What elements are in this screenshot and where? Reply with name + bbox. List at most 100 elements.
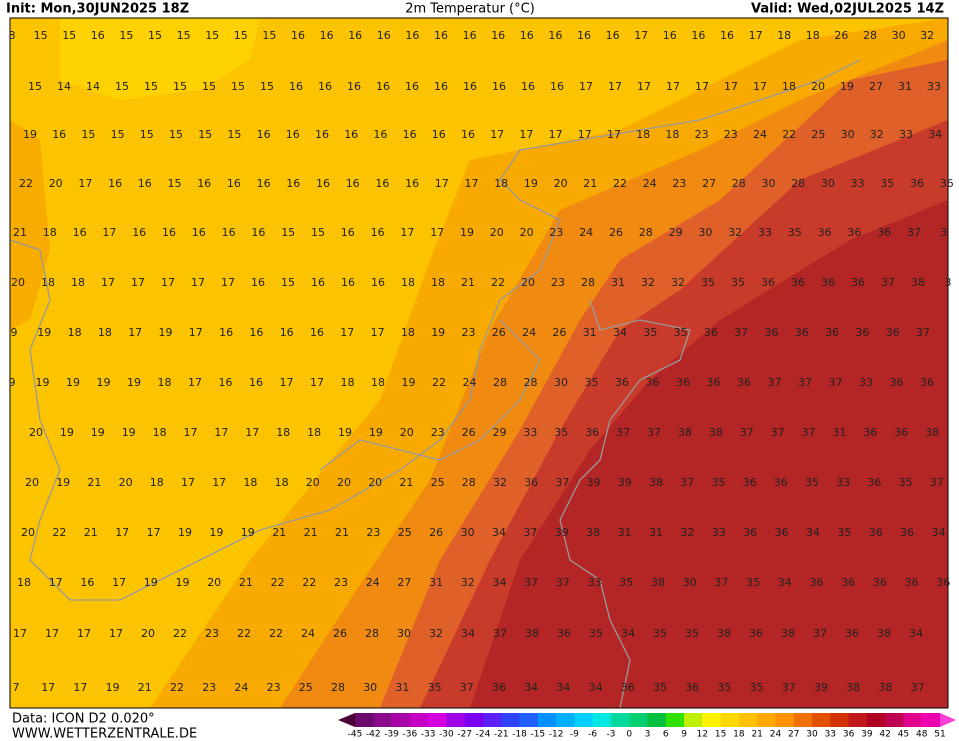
- temperature-value: 33: [927, 80, 941, 93]
- temperature-value: 33: [851, 177, 865, 190]
- temperature-value: 16: [289, 80, 303, 93]
- temperature-value: 16: [341, 226, 355, 239]
- temperature-value: 16: [91, 29, 105, 42]
- temperature-value: 16: [291, 29, 305, 42]
- temperature-value: 16: [257, 128, 271, 141]
- temperature-value: 36: [765, 326, 779, 339]
- temperature-value: 21: [13, 226, 27, 239]
- temperature-value: 36: [646, 376, 660, 389]
- temperature-value: 36: [685, 681, 699, 694]
- temperature-value: 32: [493, 476, 507, 489]
- temperature-value: 23: [672, 177, 686, 190]
- borders: [9, 59, 861, 709]
- colorbar-tick-label: 45: [898, 730, 909, 740]
- temperature-value: 16: [492, 80, 506, 93]
- temperature-value: 37: [829, 376, 843, 389]
- temperature-value: 8: [9, 29, 16, 42]
- temperature-value: 30: [841, 128, 855, 141]
- temperature-value: 36: [795, 326, 809, 339]
- temperature-value: 16: [227, 177, 241, 190]
- temperature-value: 24: [753, 128, 767, 141]
- temperature-value: 19: [144, 576, 158, 589]
- temperature-value: 38: [525, 627, 539, 640]
- temperature-value: 23: [202, 681, 216, 694]
- colorbar-box: [446, 713, 466, 727]
- temperature-value: 34: [928, 128, 942, 141]
- temperature-value: 18: [276, 426, 290, 439]
- temperature-value: 16: [251, 226, 265, 239]
- temperature-value: 22: [173, 627, 187, 640]
- temperature-value: 16: [132, 226, 146, 239]
- temperature-value: 36: [775, 526, 789, 539]
- colorbar-box: [848, 713, 868, 727]
- colorbar-box: [793, 713, 813, 727]
- temperature-value: 17: [147, 526, 161, 539]
- temperature-value: 17: [371, 326, 385, 339]
- colorbar-box: [885, 713, 904, 727]
- temperature-value: 16: [434, 29, 448, 42]
- coastline: [9, 59, 861, 601]
- colorbar-tick-label: -12: [549, 730, 564, 740]
- temperature-value: 16: [434, 80, 448, 93]
- colorbar-tick-label: -18: [512, 730, 527, 740]
- data-source: Data: ICON D2 0.020°: [12, 712, 155, 727]
- temperature-value: 21: [335, 526, 349, 539]
- temperature-value: 15: [202, 80, 216, 93]
- temperature-value: 17: [340, 326, 354, 339]
- temperature-value: 37: [460, 681, 474, 694]
- temperature-value: 16: [249, 376, 263, 389]
- temperature-value: 34: [778, 576, 792, 589]
- temperature-value: 19: [524, 177, 538, 190]
- temperature-value: 15: [115, 80, 129, 93]
- temperature-value: 37: [714, 576, 728, 589]
- init-time: Init: Mon,30JUN2025 18Z: [6, 2, 189, 17]
- temperature-value: 18: [777, 29, 791, 42]
- temperature-value: 17: [490, 128, 504, 141]
- temperature-value: 15: [260, 80, 274, 93]
- temperature-value: 33: [899, 128, 913, 141]
- temperature-value: 23: [724, 128, 738, 141]
- temperature-value: 20: [29, 426, 43, 439]
- temperature-value: 17: [109, 627, 123, 640]
- temperature-value: 20: [811, 80, 825, 93]
- temperature-value: 25: [811, 128, 825, 141]
- temperature-value: 33: [523, 426, 537, 439]
- temperature-value: 16: [286, 177, 300, 190]
- temperature-value: 39: [555, 526, 569, 539]
- temperature-value: 37: [493, 627, 507, 640]
- temperature-value: 26: [834, 29, 848, 42]
- temperature-value: 36: [704, 326, 718, 339]
- colorbar-box: [812, 713, 831, 727]
- temperature-value: 16: [663, 29, 677, 42]
- temperature-value: 17: [112, 576, 126, 589]
- temperature-value: 15: [81, 128, 95, 141]
- temperature-value: 24: [463, 376, 477, 389]
- temperature-value: 36: [900, 526, 914, 539]
- temperature-value: 15: [234, 29, 248, 42]
- temperature-value: 21: [84, 526, 98, 539]
- temperature-value: 22: [52, 526, 66, 539]
- temperature-value: 16: [222, 226, 236, 239]
- temperature-value: 34: [461, 627, 475, 640]
- temperature-value: 17: [245, 426, 259, 439]
- temperature-value: 35: [750, 681, 764, 694]
- temperature-value: 22: [237, 627, 251, 640]
- temperature-value: 20: [554, 177, 568, 190]
- temperature-value: 20: [119, 476, 133, 489]
- colorbar-box: [720, 713, 740, 727]
- temperature-value: 17: [77, 627, 91, 640]
- temperature-value: 16: [108, 177, 122, 190]
- colorbar-arrow-right: [940, 713, 956, 727]
- temperature-value: 35: [674, 326, 688, 339]
- temperature-value: 16: [52, 128, 66, 141]
- temperature-value: 17: [634, 29, 648, 42]
- colorbar-box: [629, 713, 648, 727]
- temperature-value: 34: [932, 526, 946, 539]
- temperature-value: 17: [49, 576, 63, 589]
- temperature-value: 18: [71, 276, 85, 289]
- temperature-value: 35: [653, 627, 667, 640]
- temperature-value: 15: [28, 80, 42, 93]
- temperature-value: 19: [56, 476, 70, 489]
- temperature-value: 16: [316, 177, 330, 190]
- temperature-value: 36: [841, 576, 855, 589]
